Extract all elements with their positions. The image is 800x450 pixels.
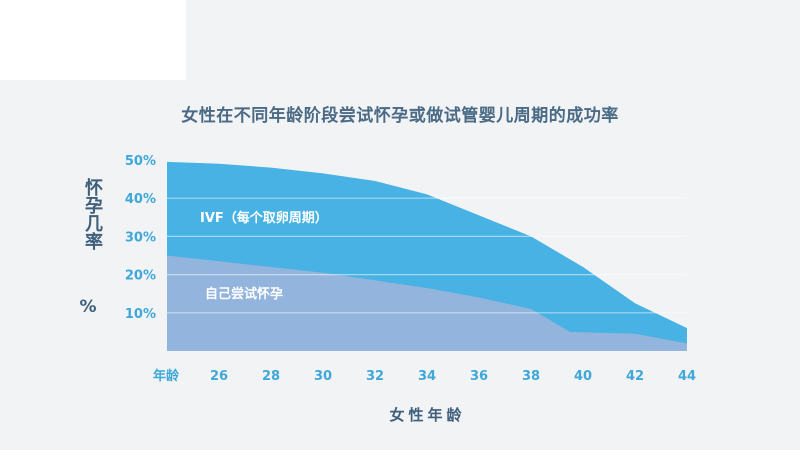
series-label-natural: 自己尝试怀孕 xyxy=(205,286,283,302)
x-tick-label: 42 xyxy=(626,369,644,384)
x-tick-label: 36 xyxy=(470,369,488,384)
x-tick-label: 26 xyxy=(210,369,228,384)
y-tick-label: 40% xyxy=(125,192,156,207)
series-area-natural xyxy=(167,255,687,351)
y-axis-unit: % xyxy=(79,297,97,317)
y-axis-label: 怀孕几率 xyxy=(82,178,103,250)
x-tick-label: 32 xyxy=(366,369,384,384)
x-tick-label: 38 xyxy=(522,369,540,384)
x-tick-label: 34 xyxy=(418,369,436,384)
y-tick-label: 30% xyxy=(125,230,156,245)
x-tick-label: 年龄 xyxy=(153,368,180,384)
x-tick-label: 40 xyxy=(574,369,592,384)
x-tick-label: 28 xyxy=(262,369,280,384)
x-tick-label: 44 xyxy=(678,369,696,384)
x-axis-label: 女性年龄 xyxy=(389,406,466,424)
y-tick-label: 50% xyxy=(125,154,156,169)
corner-block xyxy=(0,0,186,80)
chart-title: 女性在不同年龄阶段尝试怀孕或做试管婴儿周期的成功率 xyxy=(181,106,619,126)
x-tick-label: 30 xyxy=(314,369,332,384)
y-tick-label: 20% xyxy=(125,269,156,284)
series-label-ivf: IVF（每个取卵周期） xyxy=(200,210,328,226)
y-tick-label: 10% xyxy=(125,307,156,322)
